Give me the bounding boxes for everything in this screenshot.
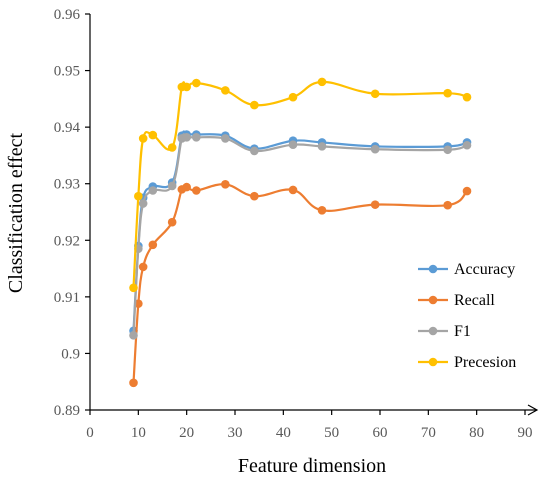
data-point-f1 (129, 331, 138, 340)
series-recall (129, 179, 472, 388)
data-point-precesion (192, 78, 201, 88)
data-point-f1 (148, 186, 158, 195)
data-point-precesion (167, 143, 177, 152)
legend-item-f1: F1 (418, 323, 471, 340)
data-point-recall (317, 206, 327, 215)
series-accuracy (129, 130, 472, 336)
x-tick-label: 40 (276, 425, 291, 441)
legend-marker-precesion (428, 357, 438, 367)
axes: 0.89 0.9 0.91 0.92 0.93 0.94 0.95 0.96 0 10 20 30 40… (54, 7, 539, 441)
data-point-precesion (221, 86, 230, 95)
data-point-precesion (288, 92, 298, 102)
data-point-precesion (138, 134, 148, 143)
data-point-recall (129, 378, 138, 388)
data-point-recall (192, 186, 201, 195)
data-point-precesion (134, 191, 143, 201)
data-point-precesion (462, 92, 472, 102)
data-point-f1 (192, 133, 201, 142)
data-point-f1 (288, 140, 298, 149)
y-tick-label: 0.96 (54, 7, 81, 23)
x-tick-label: 20 (179, 425, 194, 441)
data-point-f1 (462, 140, 472, 150)
legend-label-accuracy: Accuracy (454, 261, 515, 278)
legend: Accuracy Recall F1 Precesion (418, 261, 516, 371)
data-point-precesion (443, 88, 452, 98)
legend-marker-f1 (428, 326, 438, 336)
legend-item-recall: Recall (418, 292, 495, 309)
series-f1 (129, 133, 472, 340)
data-point-recall (182, 182, 191, 192)
y-tick-label: 0.92 (54, 233, 80, 249)
y-tick-label: 0.89 (54, 403, 80, 419)
data-point-f1 (182, 133, 191, 142)
series-lines (129, 77, 472, 388)
data-point-precesion (148, 130, 158, 140)
data-point-recall (221, 179, 230, 189)
data-point-recall (138, 262, 148, 272)
data-point-precesion (317, 77, 327, 87)
x-tick-label: 0 (86, 425, 94, 441)
data-point-f1 (250, 146, 259, 156)
data-point-recall (250, 191, 259, 201)
y-tick-label: 0.95 (54, 64, 80, 80)
y-axis-title: Classification effect (5, 133, 27, 294)
data-point-precesion (370, 89, 380, 99)
x-axis-arrow (527, 404, 539, 416)
data-point-recall (288, 185, 298, 195)
data-point-recall (167, 217, 177, 227)
data-point-recall (443, 200, 452, 210)
legend-marker-recall (428, 295, 438, 305)
legend-label-f1: F1 (454, 323, 471, 340)
x-tick-label: 30 (228, 425, 243, 441)
data-point-f1 (167, 181, 177, 191)
data-point-f1 (370, 144, 380, 154)
data-point-recall (370, 200, 380, 209)
x-tick-label: 60 (373, 425, 388, 441)
x-tick-label: 10 (131, 425, 146, 441)
series-line-recall (132, 183, 468, 383)
y-tick-label: 0.93 (54, 177, 80, 193)
series-line-accuracy (132, 130, 468, 331)
data-point-f1 (221, 134, 230, 143)
data-point-precesion (182, 82, 191, 92)
data-point-precesion (250, 100, 259, 110)
series-line-f1 (132, 133, 468, 336)
data-point-recall (462, 186, 472, 196)
data-point-f1 (443, 145, 452, 155)
y-tick-label: 0.94 (54, 120, 81, 136)
data-point-recall (148, 240, 158, 250)
legend-item-precesion: Precesion (418, 354, 516, 371)
legend-label-recall: Recall (454, 292, 495, 309)
x-axis-title: Feature dimension (238, 455, 386, 477)
x-tick-label: 70 (421, 425, 436, 441)
series-precesion (129, 77, 472, 293)
x-tick-label: 50 (324, 425, 339, 441)
legend-label-precesion: Precesion (454, 354, 516, 371)
x-tick-label: 80 (469, 425, 484, 441)
y-tick-label: 0.91 (54, 290, 80, 306)
data-point-f1 (317, 142, 327, 151)
data-point-f1 (138, 199, 148, 208)
legend-item-accuracy: Accuracy (418, 261, 515, 278)
x-tick-label: 90 (518, 425, 533, 441)
data-point-precesion (129, 283, 138, 293)
y-tick-label: 0.9 (61, 346, 80, 362)
legend-marker-accuracy (428, 264, 438, 274)
